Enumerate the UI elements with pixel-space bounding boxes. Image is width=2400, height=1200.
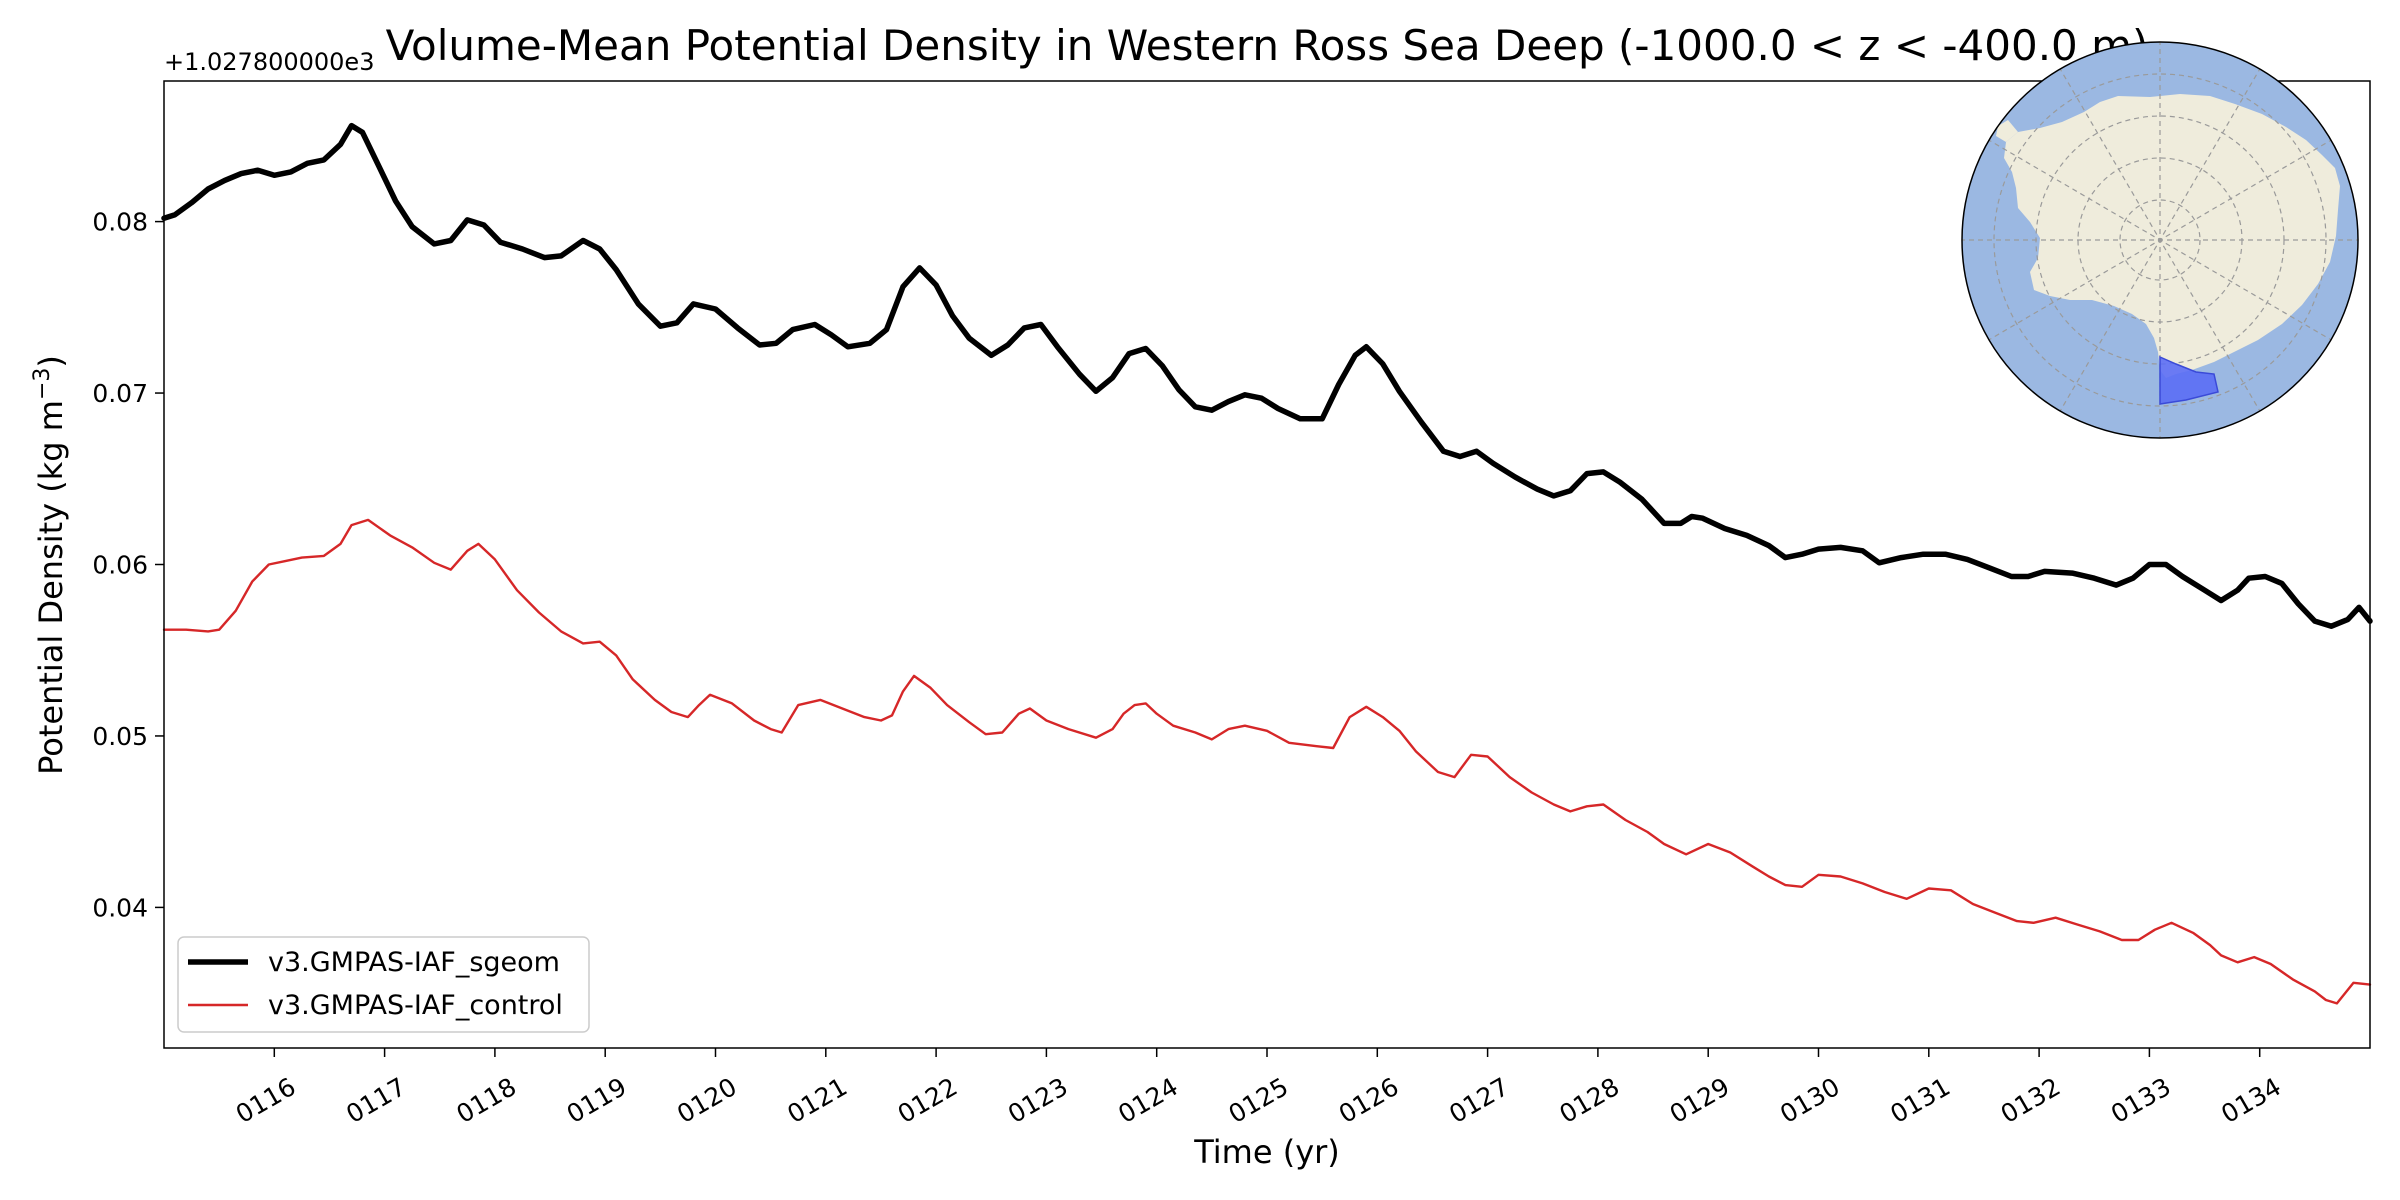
- chart-title: Volume-Mean Potential Density in Western…: [386, 21, 2149, 70]
- series-line-control: [162, 518, 2372, 1005]
- y-offset-label: +1.027800000e3: [164, 48, 374, 76]
- plot-area: [161, 122, 2373, 1005]
- inset-globe-outline: [1961, 41, 2359, 439]
- legend-label-control: v3.GMPAS-IAF_control: [268, 990, 563, 1021]
- y-tick-label: 0.08: [92, 208, 148, 237]
- x-axis-label: Time (yr): [1193, 1133, 1340, 1171]
- y-axis-label-sup: −3: [30, 368, 55, 400]
- antarctica-region-map-icon: [1961, 41, 2359, 439]
- series-lines: [161, 122, 2373, 1005]
- legend-box: [177, 936, 590, 1033]
- y-tick-label: 0.07: [92, 379, 148, 408]
- y-axis-label: Potential Density (kg m−3): [30, 355, 70, 775]
- y-tick-label: 0.05: [92, 722, 148, 751]
- y-axis-label-close: ): [32, 355, 70, 367]
- legend: v3.GMPAS-IAF_sgeom v3.GMPAS-IAF_control: [177, 936, 590, 1033]
- legend-label-sgeom: v3.GMPAS-IAF_sgeom: [268, 947, 560, 978]
- y-axis-ticks: 0.04 0.05 0.06 0.07 0.08: [92, 208, 164, 922]
- inset-antarctica-land: [2004, 94, 2340, 378]
- inset-highlighted-region: [2159, 355, 2219, 405]
- y-tick-label: 0.04: [92, 893, 148, 922]
- inset-graticule: [1962, 42, 2358, 438]
- y-axis-label-main: Potential Density (kg m: [32, 400, 70, 775]
- series-line-sgeom: [161, 122, 2373, 629]
- y-tick-label: 0.06: [92, 551, 148, 580]
- inset-antarctic-peninsula: [1996, 120, 2018, 142]
